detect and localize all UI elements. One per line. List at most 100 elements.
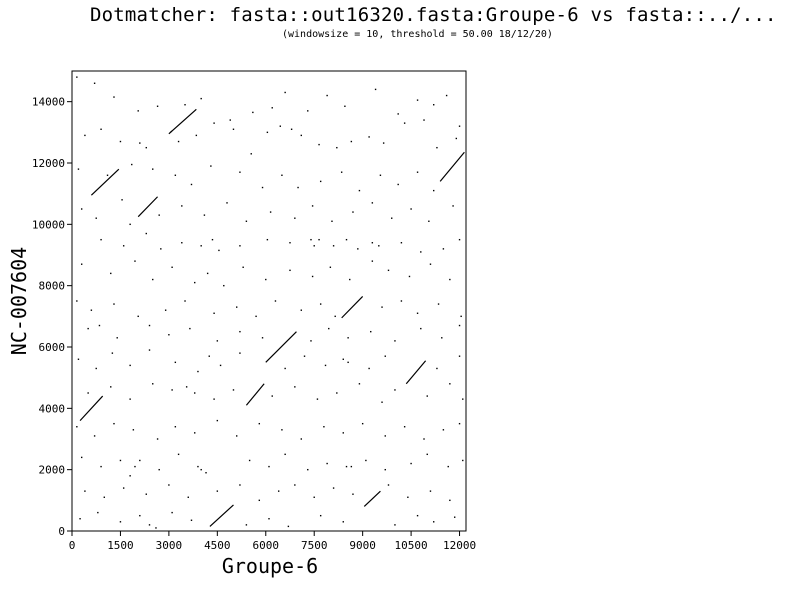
match-dot xyxy=(121,199,123,201)
match-dot xyxy=(311,205,314,207)
match-dot xyxy=(84,490,86,492)
match-dot xyxy=(155,527,157,529)
match-dot xyxy=(416,99,419,101)
match-dot xyxy=(277,490,280,492)
match-dot xyxy=(194,432,196,434)
match-dot xyxy=(119,140,122,143)
match-dot xyxy=(342,521,344,523)
match-dot xyxy=(190,519,193,521)
match-dot xyxy=(194,392,196,394)
match-dot xyxy=(387,269,390,272)
match-dot xyxy=(239,330,241,333)
match-dot xyxy=(294,217,296,219)
match-dot xyxy=(269,211,272,213)
match-dot xyxy=(423,438,425,440)
match-dot xyxy=(289,269,291,272)
match-dot xyxy=(239,245,241,247)
y-tick-label: 6000 xyxy=(39,341,66,354)
match-dot xyxy=(190,183,193,186)
match-dot xyxy=(137,315,139,318)
match-dot xyxy=(449,278,451,281)
match-dot xyxy=(261,186,264,189)
match-dot xyxy=(174,426,177,428)
match-dot xyxy=(200,245,202,247)
match-dot xyxy=(239,352,241,354)
match-dot xyxy=(441,337,443,339)
match-dot xyxy=(429,263,432,265)
match-dot xyxy=(113,303,115,305)
match-dot xyxy=(368,136,370,138)
x-tick-label: 1500 xyxy=(107,539,134,552)
match-dot xyxy=(218,249,220,252)
match-dot xyxy=(352,493,354,495)
match-dot xyxy=(145,493,147,495)
match-dot xyxy=(394,340,396,342)
match-dot xyxy=(197,465,199,468)
match-dot xyxy=(216,490,219,492)
match-dot xyxy=(211,238,214,241)
match-dot xyxy=(403,122,406,124)
match-dot xyxy=(95,217,97,219)
match-dot xyxy=(284,91,286,94)
match-dot xyxy=(458,125,461,127)
match-dot xyxy=(239,171,241,173)
match-dot xyxy=(184,104,186,106)
match-dot xyxy=(371,260,374,262)
match-dot xyxy=(387,484,390,486)
match-dot xyxy=(232,389,235,391)
match-dot xyxy=(160,248,162,250)
chart-title: Dotmatcher: fasta::out16320.fasta:Groupe… xyxy=(90,4,777,26)
match-dot xyxy=(319,514,322,517)
x-tick-label: 12000 xyxy=(443,539,476,552)
match-dot xyxy=(252,111,254,114)
match-dot xyxy=(132,429,135,431)
match-dot xyxy=(329,266,332,268)
match-dot xyxy=(100,128,102,130)
match-dot xyxy=(106,174,109,176)
match-dot xyxy=(352,211,354,213)
match-dot xyxy=(420,251,422,253)
match-dot xyxy=(307,110,309,112)
match-dot xyxy=(458,355,461,357)
match-dot xyxy=(271,395,273,397)
match-dot xyxy=(374,88,377,91)
match-dot xyxy=(449,383,451,385)
match-dot xyxy=(344,105,346,107)
match-dot xyxy=(213,398,215,400)
match-dot xyxy=(119,459,122,462)
match-dot xyxy=(216,419,219,422)
match-dot xyxy=(258,499,261,502)
match-dot xyxy=(177,453,180,456)
match-dot xyxy=(129,475,131,477)
match-dot xyxy=(407,496,409,498)
match-dot xyxy=(347,337,349,339)
match-dot xyxy=(76,426,78,428)
match-dot xyxy=(236,306,238,308)
match-dot xyxy=(226,202,228,204)
match-dot xyxy=(349,278,351,281)
match-dot xyxy=(250,153,252,155)
match-dot xyxy=(437,303,440,305)
match-dot xyxy=(213,122,215,124)
x-tick-label: 10500 xyxy=(395,539,428,552)
match-dot xyxy=(152,168,154,170)
y-tick-label: 10000 xyxy=(32,218,65,231)
match-dot xyxy=(248,459,251,462)
match-dot xyxy=(148,324,151,327)
match-dot xyxy=(462,398,464,400)
match-dot xyxy=(416,171,419,173)
match-dot xyxy=(429,490,432,492)
match-dot xyxy=(205,472,207,474)
match-segment xyxy=(341,295,364,319)
match-dot xyxy=(313,245,315,247)
plot-area xyxy=(76,76,465,529)
match-dot xyxy=(416,312,419,314)
x-tick-label: 7500 xyxy=(301,539,328,552)
match-dot xyxy=(303,355,306,357)
match-dot xyxy=(332,487,335,489)
match-dot xyxy=(449,499,451,502)
match-dot xyxy=(181,205,183,207)
match-dot xyxy=(350,140,353,143)
match-dot xyxy=(87,392,89,394)
match-dot xyxy=(181,242,183,244)
